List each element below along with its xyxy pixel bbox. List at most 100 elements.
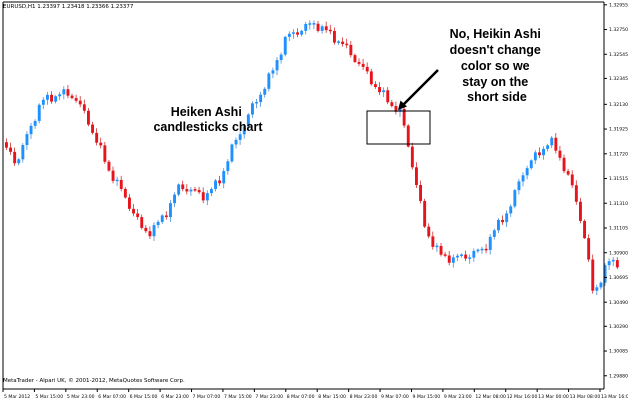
bear-candle <box>74 98 78 101</box>
bull-candle <box>595 287 599 291</box>
bear-candle <box>390 102 394 107</box>
bear-candle <box>447 255 451 263</box>
bear-candle <box>353 55 357 62</box>
bull-candle <box>550 137 554 146</box>
copyright-footer: MetaTrader - Alpari UK, © 2001-2012, Met… <box>3 377 185 384</box>
bear-candle <box>78 100 82 105</box>
bear-candle <box>554 137 558 151</box>
bull-candle <box>246 114 250 127</box>
time-tick-label: 8 Mar 07:00 <box>287 394 315 400</box>
time-axis: 5 Mar 2012 5 Mar 15:00 5 Mar 23:00 6 Mar 07… <box>2 389 628 400</box>
bear-candle <box>464 254 468 259</box>
time-tick-label: 6 Mar 23:00 <box>161 394 189 400</box>
bull-candle <box>173 194 176 204</box>
price-tick-label: 1.30900 <box>609 250 628 256</box>
time-tick-label: 8 Mar 15:00 <box>318 394 346 400</box>
time-tick-label: 8 Mar 23:00 <box>350 394 378 400</box>
bull-candle <box>115 179 119 182</box>
price-tick-label: 1.32545 <box>609 52 628 58</box>
callout-line-3: color so we <box>461 59 530 73</box>
bull-candle <box>283 36 287 55</box>
price-tick-label: 1.32345 <box>609 76 628 82</box>
bear-candle <box>193 189 197 191</box>
bear-candle <box>443 254 447 256</box>
price-tick-label: 1.32955 <box>609 2 628 8</box>
time-tick-label: 6 Mar 15:00 <box>130 394 158 400</box>
bull-candle <box>230 144 234 162</box>
bear-candle <box>136 213 140 218</box>
bear-candle <box>181 184 185 190</box>
bull-candle <box>304 23 308 31</box>
bull-candle <box>234 139 238 145</box>
bear-candle <box>99 142 103 146</box>
time-tick-label: 13 Mar 08:00 <box>570 394 601 400</box>
bull-candle <box>611 259 615 262</box>
bull-candle <box>435 245 439 248</box>
bull-candle <box>300 30 304 35</box>
price-tick-label: 1.31105 <box>609 226 628 232</box>
bull-candle <box>279 54 283 61</box>
bear-candle <box>197 189 201 193</box>
bear-candle <box>140 217 144 228</box>
bear-candle <box>423 200 427 227</box>
price-tick-label: 1.32130 <box>609 102 628 108</box>
time-tick-label: 9 Mar 23:00 <box>444 394 472 400</box>
bull-candle <box>271 70 275 74</box>
bull-candle <box>517 181 521 191</box>
time-tick-label: 7 Mar 07:00 <box>193 394 221 400</box>
bear-candle <box>562 157 566 172</box>
bear-candle <box>402 108 406 126</box>
price-tick-label: 1.29880 <box>609 373 628 379</box>
bull-candle <box>46 94 49 100</box>
time-tick-label: 5 Mar 2012 <box>4 394 30 400</box>
bear-candle <box>415 167 418 186</box>
bull-candle <box>259 94 263 103</box>
bull-candle <box>337 41 340 43</box>
bear-candle <box>369 71 373 85</box>
bull-candle <box>37 104 41 121</box>
bear-candle <box>148 231 152 237</box>
bull-candle <box>21 145 25 160</box>
bear-candle <box>95 132 99 143</box>
price-tick-label: 1.31515 <box>609 176 628 182</box>
price-tick-label: 1.31925 <box>609 127 628 133</box>
bear-candle <box>70 95 74 99</box>
symbol-label: EURUSD,H1 1.23397 1.23418 1.23366 1.2337… <box>3 4 134 10</box>
bull-candle <box>546 145 550 149</box>
bull-candle <box>242 126 246 135</box>
bear-candle <box>558 150 562 158</box>
bear-candle <box>484 248 488 251</box>
bear-candle <box>91 124 94 133</box>
bull-candle <box>25 134 29 146</box>
bull-candle <box>505 213 509 223</box>
price-tick-label: 1.30085 <box>609 349 628 355</box>
bull-candle <box>480 248 484 251</box>
bull-candle <box>251 103 254 115</box>
bull-candle <box>222 171 226 184</box>
bear-candle <box>566 171 570 175</box>
callout-line-1: No, Heikin Ashi <box>450 27 541 41</box>
bull-candle <box>476 249 480 252</box>
callout-arrow <box>401 69 439 107</box>
price-tick-label: 1.31310 <box>609 201 628 207</box>
bull-candle <box>238 134 242 140</box>
bull-candle <box>488 236 492 251</box>
bear-candle <box>374 84 377 88</box>
candles-layer <box>5 20 619 296</box>
bear-candle <box>328 29 332 32</box>
bull-candle <box>513 190 517 207</box>
bull-candle <box>460 254 463 256</box>
bull-candle <box>275 60 279 71</box>
bull-candle <box>382 90 386 93</box>
bull-candle <box>497 219 500 231</box>
bull-candle <box>214 180 217 190</box>
bull-candle <box>152 225 156 237</box>
bear-candle <box>341 41 345 45</box>
bull-candle <box>267 73 271 89</box>
price-axis: 1.32955 1.32750 1.32545 1.32345 1.32130 1.319… <box>2 1 628 390</box>
bull-candle <box>492 230 496 237</box>
bear-candle <box>103 145 107 162</box>
bull-candle <box>226 161 230 172</box>
